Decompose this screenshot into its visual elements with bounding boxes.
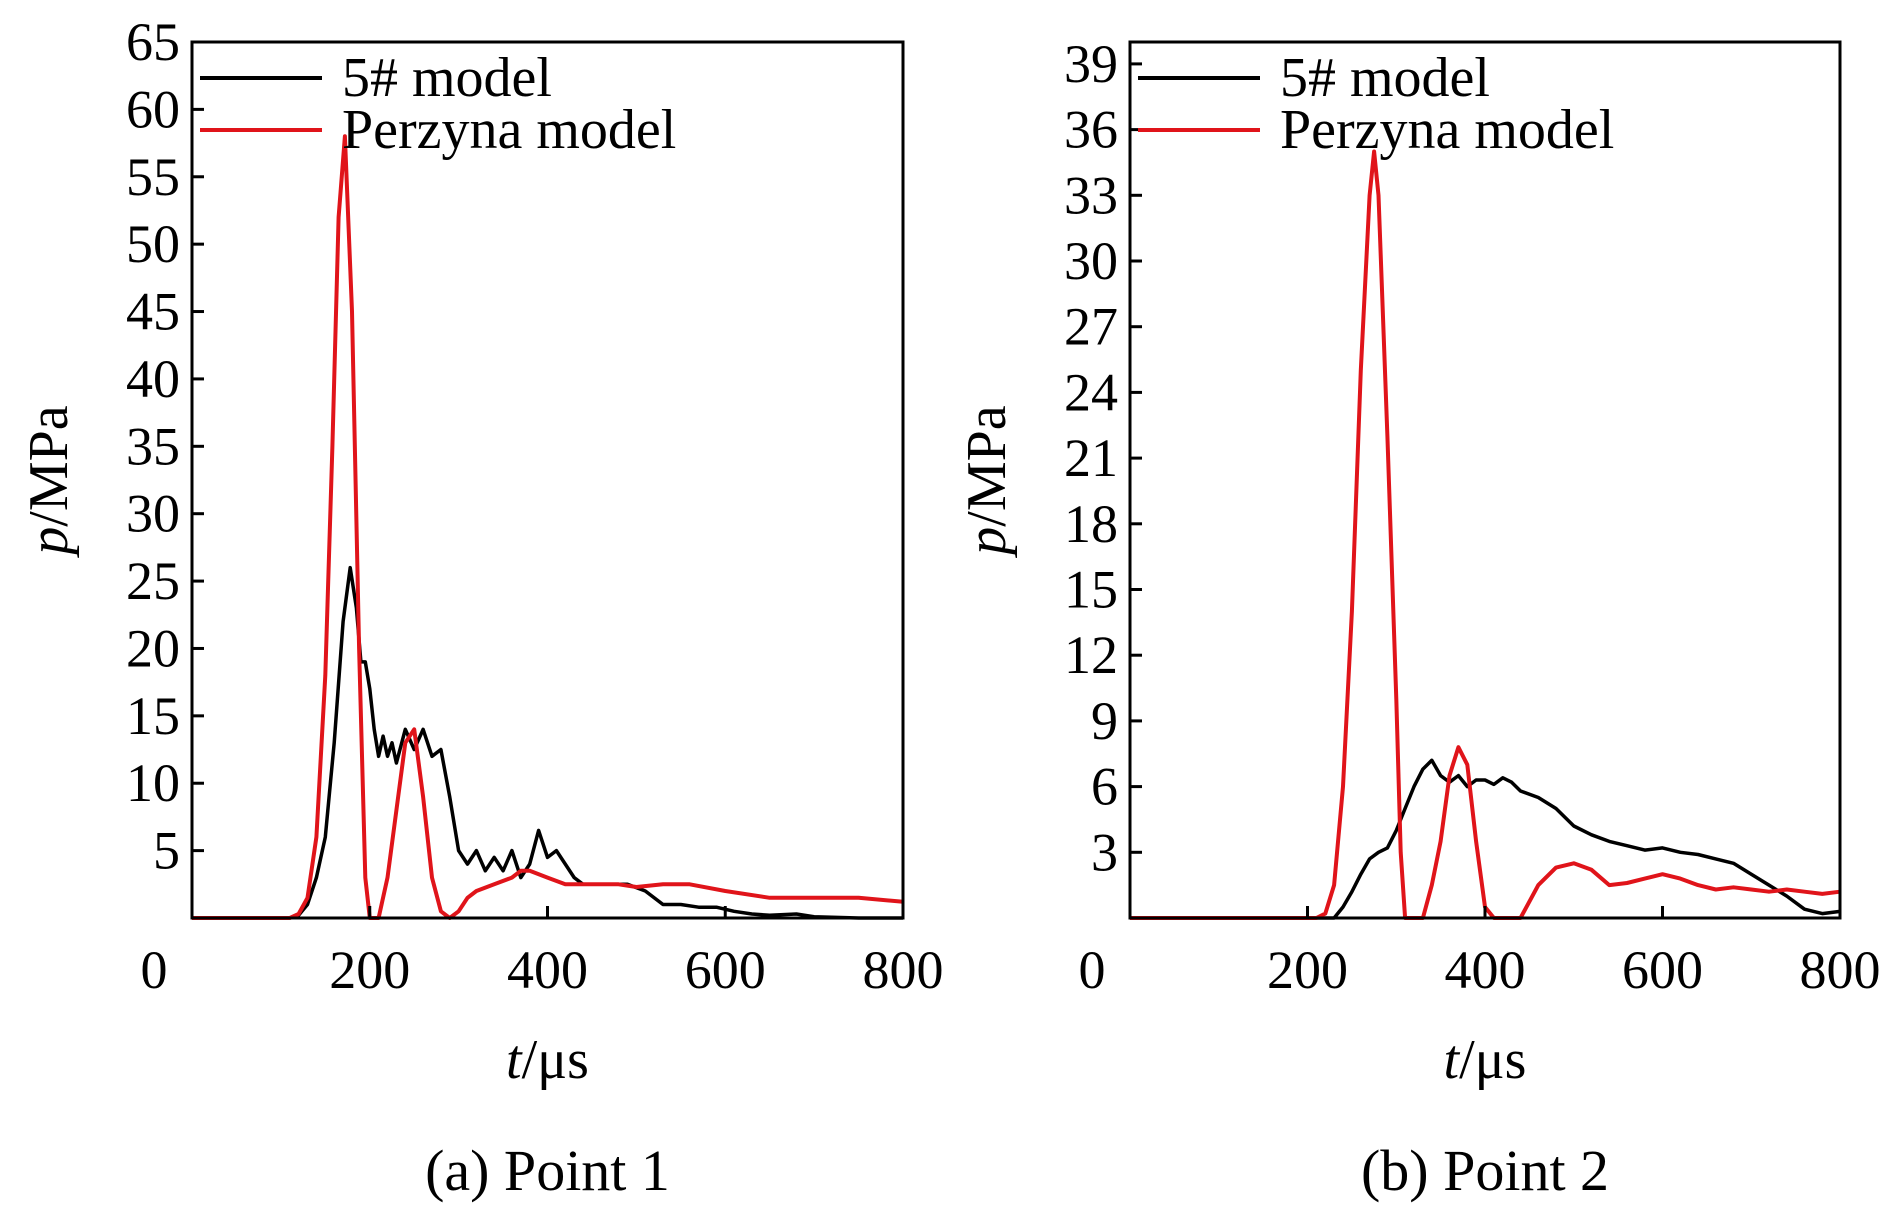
- x-axis-label: t/μs: [1444, 1029, 1527, 1091]
- x-tick-label: 400: [507, 940, 588, 1000]
- x-tick-label: 800: [1800, 940, 1881, 1000]
- legend-label-1: Perzyna model: [342, 99, 676, 161]
- y-tick-label: 25: [126, 551, 180, 611]
- legend-label-0: 5# model: [1280, 47, 1490, 109]
- y-axis-label: p/MPa: [956, 405, 1018, 558]
- legend-label-1: Perzyna model: [1280, 99, 1614, 161]
- y-tick-label: 15: [126, 686, 180, 746]
- plot-frame: [1128, 40, 1842, 920]
- y-tick-label: 65: [126, 12, 180, 72]
- y-tick-label: 36: [1064, 100, 1118, 160]
- chart-point-1: 5 10 15 20 25 30 35 40 45 50 55 60 65 200 400 600 800 5#…: [18, 12, 944, 1203]
- legend-label-0: 5# model: [342, 47, 552, 109]
- x-tick-label: 800: [863, 940, 944, 1000]
- x-axis-var: t: [506, 1029, 523, 1091]
- y-tick-label: 24: [1064, 362, 1118, 422]
- series-line-1: [192, 134, 904, 920]
- y-tick-label: 55: [126, 147, 180, 207]
- y-tick-label: 30: [1064, 231, 1118, 291]
- panel-caption: (a) Point 1: [425, 1138, 670, 1203]
- panel-caption: (b) Point 2: [1361, 1138, 1609, 1203]
- origin-tick-label: 0: [1079, 940, 1106, 1000]
- y-tick-label: 10: [126, 753, 180, 813]
- y-tick-label: 3: [1091, 822, 1118, 882]
- x-axis-unit: /μs: [522, 1029, 589, 1091]
- y-tick-label: 40: [126, 349, 180, 409]
- y-tick-label: 21: [1064, 428, 1118, 488]
- y-axis-unit: /MPa: [956, 405, 1018, 526]
- x-axis-unit: /μs: [1459, 1029, 1526, 1091]
- y-axis-label: p/MPa: [18, 405, 80, 558]
- y-tick-label: 20: [126, 618, 180, 678]
- y-axis-var: p: [956, 527, 1018, 559]
- y-tick-label: 18: [1064, 494, 1118, 554]
- y-tick-label: 60: [126, 79, 180, 139]
- y-tick-label: 50: [126, 214, 180, 274]
- series-line-1: [1130, 149, 1841, 920]
- series-line-0: [192, 565, 903, 920]
- series-line-0: [1130, 758, 1841, 920]
- y-tick-label: 35: [126, 416, 180, 476]
- y-tick-label: 9: [1091, 691, 1118, 751]
- x-tick-label: 200: [1267, 940, 1348, 1000]
- y-tick-label: 39: [1064, 34, 1118, 94]
- y-tick-label: 27: [1064, 297, 1118, 357]
- plot-frame: [190, 40, 905, 920]
- y-tick-label: 6: [1091, 757, 1118, 817]
- y-tick-label: 5: [153, 821, 180, 881]
- x-tick-label: 600: [685, 940, 766, 1000]
- y-axis-unit: /MPa: [18, 405, 80, 526]
- y-tick-label: 45: [126, 282, 180, 342]
- x-tick-label: 600: [1622, 940, 1703, 1000]
- x-axis-var: t: [1444, 1029, 1461, 1091]
- x-tick-label: 400: [1445, 940, 1526, 1000]
- x-axis-label: t/μs: [506, 1029, 589, 1091]
- y-tick-label: 12: [1064, 625, 1118, 685]
- origin-tick-label: 0: [141, 940, 168, 1000]
- y-axis-var: p: [18, 527, 80, 559]
- x-tick-label: 200: [329, 940, 410, 1000]
- y-tick-label: 33: [1064, 165, 1118, 225]
- y-tick-label: 15: [1064, 560, 1118, 620]
- y-tick-label: 30: [126, 484, 180, 544]
